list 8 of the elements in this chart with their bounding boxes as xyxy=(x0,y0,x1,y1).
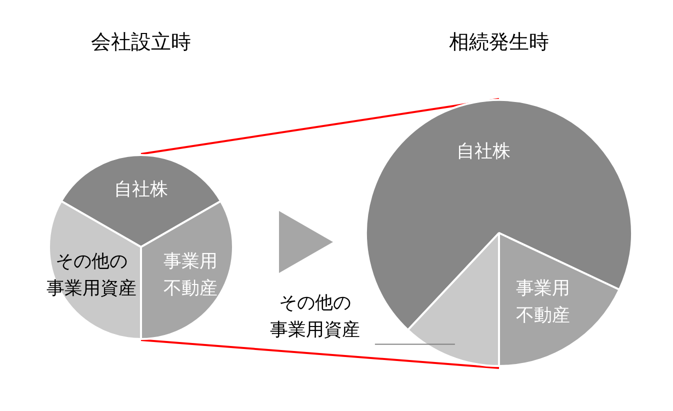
slice-label: 事業用不動産 xyxy=(516,278,570,326)
chart-title: 相続発生時 xyxy=(449,32,549,54)
slice-label: 事業用不動産 xyxy=(163,251,218,298)
chart-title: 会社設立時 xyxy=(91,32,191,54)
slice-label: 自社株 xyxy=(114,178,168,199)
slice-label: その他の事業用資産 xyxy=(270,292,360,340)
slice-label: 自社株 xyxy=(456,140,511,161)
slice-label: その他の事業用資産 xyxy=(46,251,137,298)
